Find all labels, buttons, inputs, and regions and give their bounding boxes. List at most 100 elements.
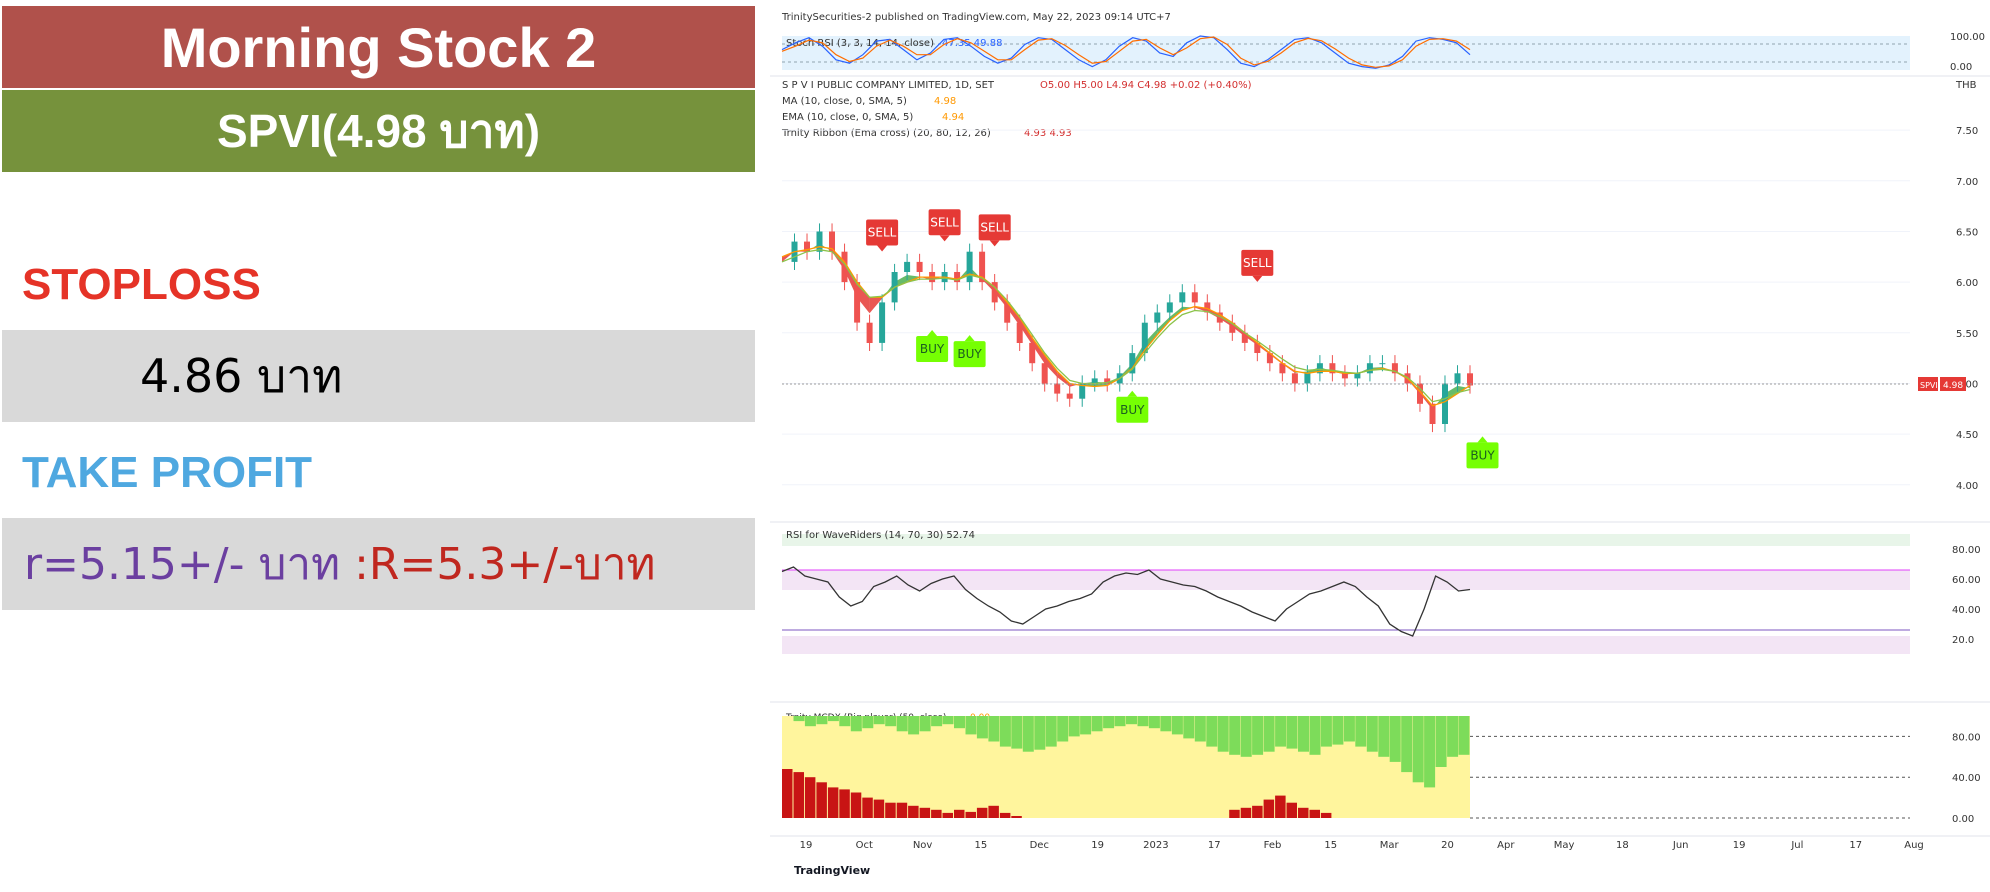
candle-body xyxy=(966,251,973,283)
buy-signal-pointer xyxy=(1477,436,1488,443)
mcdx-tick-label: 80.00 xyxy=(1952,732,1981,743)
candle-body xyxy=(1379,363,1386,365)
mcdx-red-bar xyxy=(919,807,931,818)
page-title: Morning Stock 2 xyxy=(160,15,597,79)
mcdx-green-bar xyxy=(1080,716,1092,735)
ma-label: MA (10, close, 0, SMA, 5) xyxy=(782,96,907,107)
mcdx-green-bar xyxy=(1068,716,1080,737)
ticker-tag-text: SPVI xyxy=(1920,381,1938,390)
candle-body xyxy=(879,302,886,343)
candle-body xyxy=(1016,322,1023,343)
candle-body xyxy=(954,272,961,283)
price-series-1 xyxy=(781,249,1471,403)
mcdx-green-bar xyxy=(1366,716,1378,752)
mcdx-red-bar xyxy=(850,792,862,818)
candle-body xyxy=(1254,342,1261,353)
price-tag xyxy=(1940,377,1966,391)
mcdx-green-bar xyxy=(793,716,805,722)
mcdx-red-bar xyxy=(1229,809,1240,818)
stoch-rsi-pane: Stoch RSI (3, 3, 14, 14, close) 47.35 49… xyxy=(781,32,1985,73)
mcdx-red-bar xyxy=(1309,809,1320,818)
ribbon-segment xyxy=(1019,317,1033,345)
ribbon-segment xyxy=(1432,393,1445,410)
mcdx-green-bar xyxy=(850,716,862,732)
mcdx-red-bar xyxy=(976,807,988,818)
buy-signal xyxy=(916,336,949,362)
mcdx-green-bar xyxy=(1320,716,1332,747)
x-tick-label: Dec xyxy=(1030,840,1049,851)
mcdx-green-bar xyxy=(942,716,954,725)
price-tick-label: 6.00 xyxy=(1956,278,1978,289)
mcdx-green-bar xyxy=(1160,716,1172,732)
candle-body xyxy=(1179,292,1186,303)
x-tick-label: Mar xyxy=(1380,840,1400,851)
take-profit-label: TAKE PROFIT xyxy=(22,448,313,497)
mcdx-green-bar xyxy=(1447,716,1459,757)
candle-body xyxy=(1079,383,1086,399)
mcdx-green-bar xyxy=(965,716,977,735)
mcdx-green-bar xyxy=(1355,716,1367,747)
rsi-tick-label: 20.0 xyxy=(1952,635,1974,646)
candle-body xyxy=(1316,363,1323,374)
rsi-pane: RSI for WaveRiders (14, 70, 30) 52.74 80… xyxy=(770,521,1990,654)
candle-body xyxy=(1417,383,1423,404)
x-tick-label: 19 xyxy=(1091,840,1104,851)
x-tick-label: 18 xyxy=(1616,840,1629,851)
candle-body xyxy=(1391,363,1398,374)
buy-signal-pointer xyxy=(927,330,938,336)
stoch-label: Stoch RSI (3, 3, 14, 14, close) xyxy=(786,38,934,49)
candle-body xyxy=(1241,332,1248,343)
candle-body xyxy=(804,241,810,252)
ticker-tag xyxy=(1918,377,1938,391)
ribbon-segment xyxy=(1044,355,1058,378)
rsi-tick-label: 40.00 xyxy=(1952,605,1981,616)
candle-body xyxy=(916,261,923,272)
ribbon-segment xyxy=(819,243,833,252)
mcdx-green-bar xyxy=(1401,716,1413,773)
sell-signal-text: SELL xyxy=(980,220,1009,234)
candle-body xyxy=(1091,378,1098,384)
candle-body xyxy=(829,231,835,252)
candle-body xyxy=(1329,363,1336,374)
x-tick-label: Feb xyxy=(1264,840,1282,851)
mcdx-green-bar xyxy=(804,716,816,727)
mcdx-green-bar xyxy=(896,716,908,732)
candle-body xyxy=(1191,292,1198,303)
candle-body xyxy=(1054,383,1061,394)
chart-canvas: TrinitySecurities-2 published on Trading… xyxy=(770,12,1990,877)
x-tick-label: Oct xyxy=(856,840,873,851)
candle-body xyxy=(1129,353,1136,374)
ribbon-segment xyxy=(894,275,908,288)
candle-body xyxy=(1216,312,1223,323)
rsi-tick-label: 80.00 xyxy=(1952,545,1981,556)
candle-body xyxy=(1229,322,1236,333)
mcdx-red-bar xyxy=(1286,802,1297,818)
mcdx-red-bar xyxy=(988,805,999,818)
mcdx-green-bar xyxy=(1091,716,1103,732)
buy-signal-pointer xyxy=(1127,390,1138,397)
mcdx-red-bar xyxy=(873,799,885,818)
candle-body xyxy=(816,231,823,252)
x-axis: 19 Oct Nov 15 Dec 19 2023 17 Feb 15 Mar 20 Apr May 18 J… xyxy=(770,835,1990,851)
stoch-series-0 xyxy=(781,35,1471,69)
mcdx-green-bar xyxy=(862,716,874,729)
mcdx-green-bar xyxy=(919,716,931,732)
candle-body xyxy=(1429,403,1436,424)
mcdx-red-bar xyxy=(782,769,793,818)
mcdx-green-bar xyxy=(873,716,885,725)
mcdx-red-bar xyxy=(839,789,850,818)
mcdx-green-bar xyxy=(1011,716,1023,749)
rsi-zone-mid xyxy=(782,600,1910,630)
mcdx-red-bar xyxy=(908,805,919,818)
x-tick-label: 15 xyxy=(1324,840,1337,851)
ribbon-segment xyxy=(994,287,1008,309)
mcdx-green-bar xyxy=(827,716,839,722)
mcdx-tick-label: 40.00 xyxy=(1952,773,1981,784)
mcdx-green-bar xyxy=(1114,716,1126,727)
candle-body xyxy=(979,251,986,283)
candle-body xyxy=(1204,302,1211,313)
price-tick-label: 7.00 xyxy=(1956,177,1978,188)
candle-body xyxy=(1442,383,1448,424)
sell-signal-text: SELL xyxy=(1243,256,1272,270)
price-tick-label: 4.00 xyxy=(1956,481,1978,492)
